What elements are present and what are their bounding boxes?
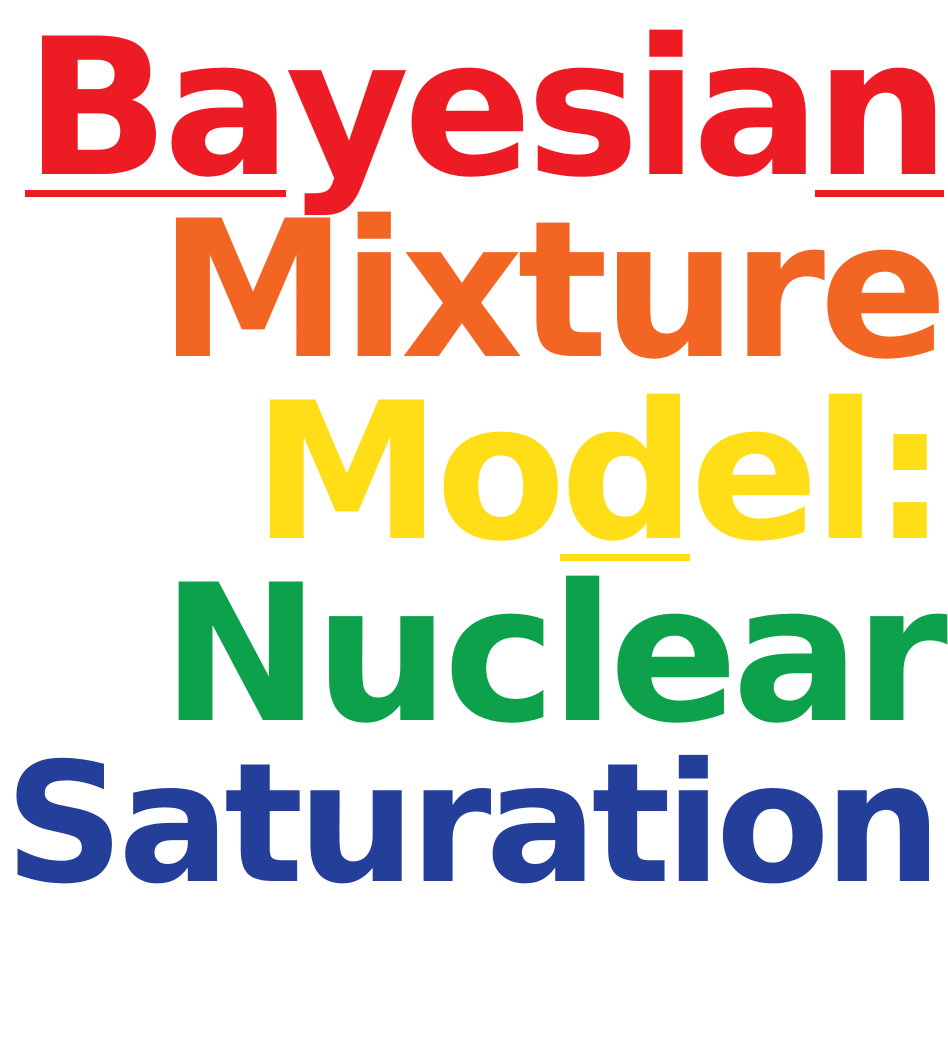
underlined-n: n [814,0,948,219]
title-word-part: yesia [285,0,821,219]
title-word-part: Mo [252,362,566,583]
title-line-bayesian: Bayesian [24,0,948,219]
title-line-model: Model: [252,362,948,583]
title-line-saturation: Saturation [4,728,942,921]
title-line-mixture: Mixture [158,180,948,401]
title-word-part: el: [690,362,948,583]
underlined-d: d [560,362,696,583]
title-line-nuclear: Nuclear [161,544,948,765]
underlined-ba: Ba [24,0,292,219]
